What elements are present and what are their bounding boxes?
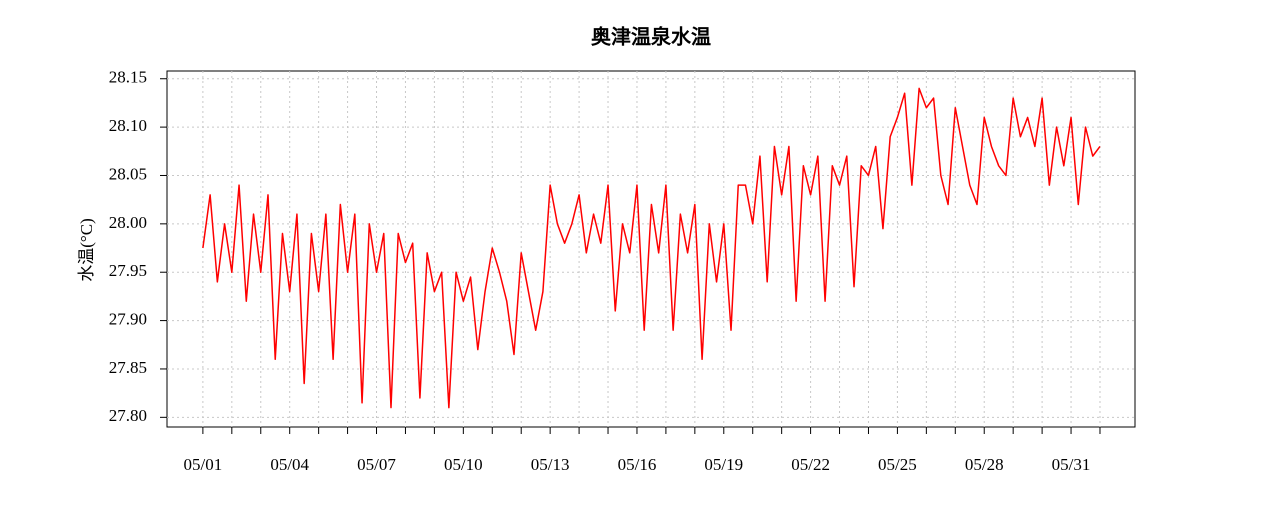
chart-title: 奥津温泉水温 — [591, 25, 711, 49]
plot-frame — [166, 70, 1136, 428]
x-tick-label: 05/04 — [270, 455, 309, 474]
x-tick-label: 05/28 — [965, 455, 1004, 474]
x-tick-label: 05/25 — [878, 455, 917, 474]
y-tick-label: 27.80 — [109, 406, 147, 425]
x-tick-label: 05/19 — [704, 455, 743, 474]
y-tick-label: 27.85 — [109, 358, 147, 377]
y-tick-label: 28.05 — [109, 164, 147, 183]
y-tick-label: 28.10 — [109, 116, 147, 135]
data-line — [202, 87, 1101, 409]
y-axis-label: 水温(°C) — [77, 218, 96, 281]
x-tick-label: 05/10 — [444, 455, 483, 474]
x-tick-label: 05/13 — [531, 455, 570, 474]
x-tick-label: 05/01 — [184, 455, 223, 474]
y-tick-label: 27.95 — [109, 261, 147, 280]
y-tick-label: 27.90 — [109, 309, 147, 328]
x-tick-label: 05/07 — [357, 455, 396, 474]
x-tick-label: 05/31 — [1052, 455, 1091, 474]
y-tick-label: 28.15 — [109, 68, 147, 87]
x-tick-label: 05/22 — [791, 455, 830, 474]
x-tick-label: 05/16 — [618, 455, 657, 474]
y-tick-label: 28.00 — [109, 213, 147, 232]
